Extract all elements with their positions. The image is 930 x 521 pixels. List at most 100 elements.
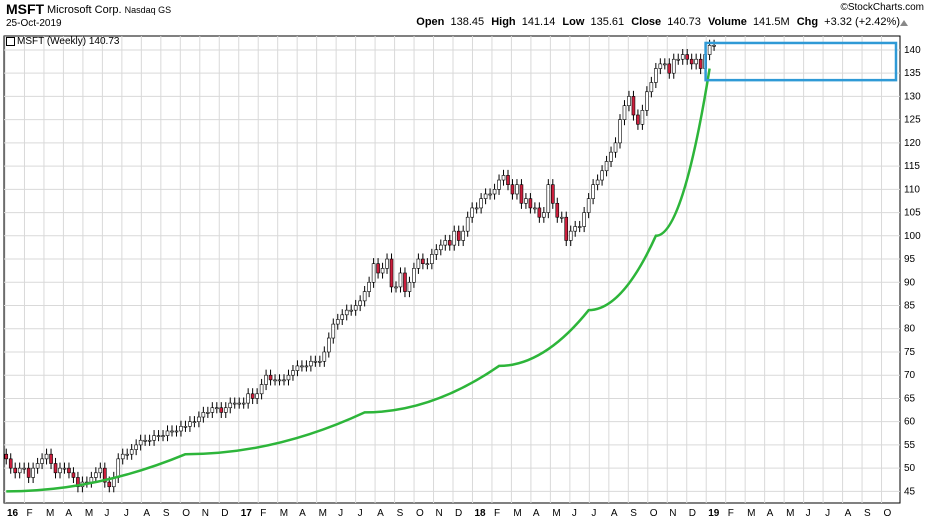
candle-body: [192, 421, 197, 423]
candle-body: [273, 379, 277, 382]
x-tick-label: A: [65, 508, 72, 519]
x-tick-label: S: [630, 508, 637, 519]
candle-body: [223, 407, 228, 413]
candle-body: [62, 467, 67, 470]
y-tick-label: 120: [904, 138, 921, 149]
open-value: 138.45: [450, 16, 485, 28]
candle-body: [483, 193, 488, 199]
x-tick-label: A: [533, 508, 540, 519]
x-tick-label: M: [513, 508, 521, 519]
exchange-label: Nasdaq GS: [124, 5, 172, 15]
candle-body: [107, 481, 112, 488]
candle-body: [689, 58, 694, 65]
y-tick-label: 130: [904, 91, 921, 102]
candle-body: [17, 467, 22, 474]
candle-body: [152, 435, 156, 441]
candle-body: [161, 435, 165, 437]
candle-body: [129, 449, 134, 455]
candle-body: [452, 230, 457, 246]
candle-body: [573, 226, 578, 232]
series-swatch-icon: [6, 36, 15, 46]
candle-body: [380, 268, 385, 274]
x-tick-label: F: [26, 508, 32, 519]
candle-body: [694, 58, 698, 65]
candle-body: [259, 384, 264, 395]
candle-body: [456, 230, 461, 241]
y-tick-label: 95: [904, 254, 916, 265]
candle-body: [461, 230, 466, 241]
candle-body: [335, 319, 340, 325]
x-tick-label: A: [611, 508, 618, 519]
candle-body: [524, 198, 528, 204]
x-tick-label: J: [124, 508, 129, 519]
candle-body: [94, 472, 98, 478]
candle-body: [40, 458, 44, 464]
candle-body: [344, 309, 349, 316]
candle-body: [443, 240, 448, 246]
candle-body: [542, 212, 546, 218]
candle-body: [546, 184, 551, 213]
x-tick-label: J: [591, 508, 596, 519]
candle-body: [313, 360, 318, 363]
plot-frame: [3, 35, 901, 504]
candle-body: [438, 244, 443, 251]
candle-body: [506, 175, 510, 185]
brand-logo[interactable]: ©StockCharts.com: [840, 2, 924, 13]
candle-body: [492, 189, 497, 195]
y-tick-label: 55: [904, 440, 916, 451]
candle-body: [645, 91, 649, 111]
y-tick-label: 90: [904, 277, 916, 288]
x-tick-label: F: [728, 508, 734, 519]
candle-body: [125, 453, 129, 456]
candle-body: [353, 305, 358, 311]
candle-body: [67, 467, 71, 474]
candle-body: [595, 179, 600, 185]
x-tick-label: O: [416, 508, 424, 519]
candle-body: [53, 463, 58, 474]
candle-body: [582, 212, 586, 227]
candle-body: [465, 216, 470, 232]
x-tick-label: M: [319, 508, 327, 519]
candle-body: [528, 198, 533, 209]
candle-body: [564, 216, 569, 241]
candle-body: [188, 421, 192, 427]
candle-body: [533, 207, 537, 210]
candle-body: [609, 151, 613, 162]
candle-body: [277, 379, 282, 382]
candle-body: [577, 226, 582, 228]
candle-body: [250, 393, 255, 399]
candle-body: [174, 430, 179, 433]
candle-body: [662, 63, 667, 66]
candle-body: [712, 44, 716, 47]
candle-body: [362, 291, 367, 302]
candle-body: [425, 263, 430, 265]
candle-body: [246, 393, 250, 404]
candle-body: [371, 263, 376, 283]
candle-body: [326, 337, 331, 353]
candle-body: [35, 463, 40, 469]
candle-body: [358, 300, 362, 306]
candle-body: [434, 249, 439, 255]
candle-body: [416, 258, 421, 269]
candle-body: [210, 407, 215, 413]
close-value: 140.73: [667, 16, 701, 28]
y-tick-label: 45: [904, 486, 916, 497]
y-tick-label: 70: [904, 370, 916, 381]
candle-body: [31, 467, 35, 478]
candle-body: [671, 58, 676, 74]
candle-body: [488, 193, 492, 196]
y-tick-label: 125: [904, 115, 921, 126]
x-tick-label: O: [182, 508, 190, 519]
candle-body: [654, 68, 658, 83]
candle-body: [403, 272, 407, 292]
x-tick-label: F: [260, 508, 266, 519]
candle-body: [44, 453, 49, 460]
candle-body: [640, 110, 645, 125]
candle-body: [255, 393, 259, 399]
y-tick-label: 110: [904, 184, 920, 195]
x-tick-label: S: [864, 508, 871, 519]
y-tick-label: 105: [904, 208, 921, 219]
candle-body: [618, 119, 622, 144]
candle-body: [497, 179, 501, 190]
candle-body: [147, 439, 152, 442]
